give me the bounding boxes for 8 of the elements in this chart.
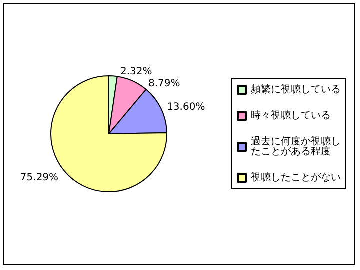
legend-label: 頻繁に視聴している: [251, 84, 341, 96]
legend-label: 過去に何度か視聴したことがある程度: [251, 136, 341, 158]
legend-label: 視聴したことがない: [251, 172, 341, 184]
data-label: 13.60%: [167, 102, 206, 113]
data-label: 75.29%: [20, 172, 59, 184]
legend-label: 時々視聴している: [251, 110, 331, 122]
data-label: 8.79%: [148, 78, 180, 90]
data-label: 2.32%: [120, 66, 152, 78]
